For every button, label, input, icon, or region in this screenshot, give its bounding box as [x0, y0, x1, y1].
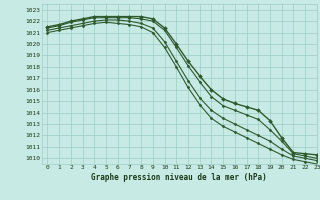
X-axis label: Graphe pression niveau de la mer (hPa): Graphe pression niveau de la mer (hPa)	[91, 173, 267, 182]
